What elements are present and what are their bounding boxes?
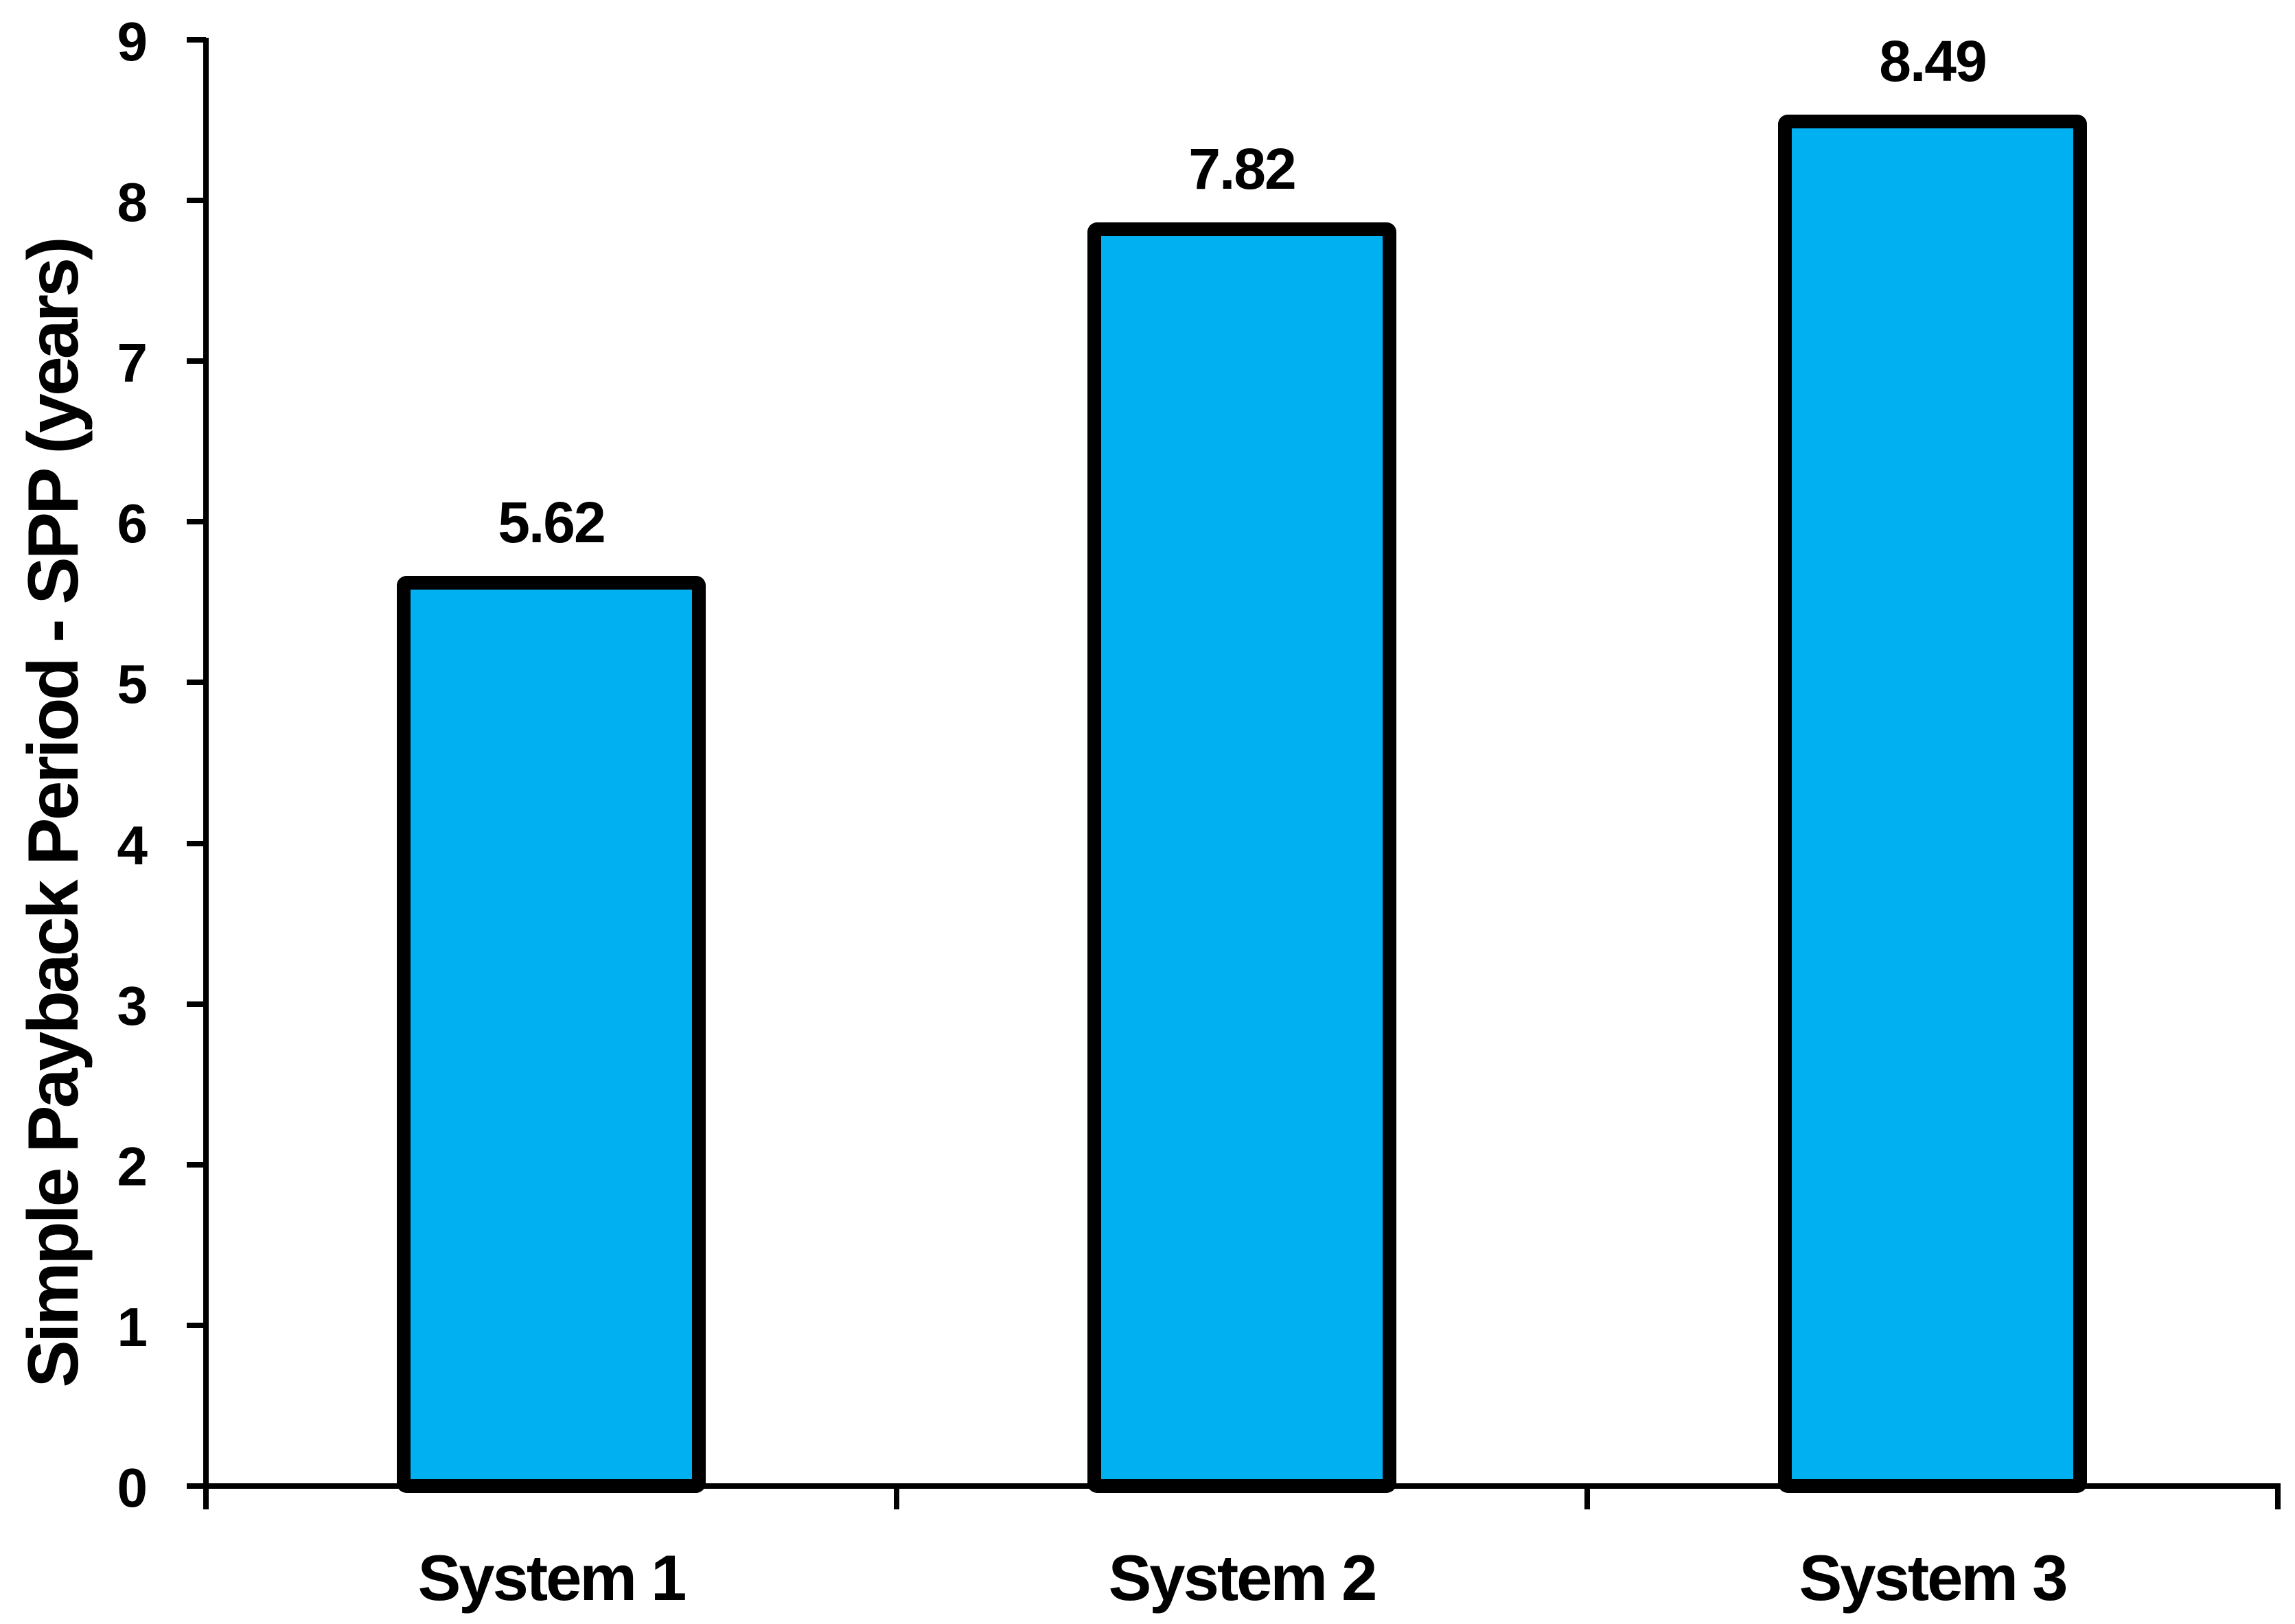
y-axis-tick — [187, 1001, 206, 1007]
y-axis-tick — [187, 840, 206, 846]
x-category-label: System 1 — [417, 1542, 687, 1614]
y-tick-label: 2 — [117, 1135, 148, 1197]
y-axis-tick — [187, 1322, 206, 1328]
y-tick-label: 7 — [117, 332, 148, 394]
y-axis-line — [203, 38, 209, 1489]
x-category-label: System 3 — [1799, 1542, 2068, 1614]
y-tick-label: 4 — [117, 814, 148, 876]
y-tick-label: 5 — [117, 653, 148, 715]
y-tick-label: 1 — [117, 1296, 148, 1358]
x-axis-tick — [203, 1486, 209, 1509]
y-axis-tick — [187, 198, 206, 204]
y-axis-tick — [187, 1483, 206, 1489]
y-tick-label: 9 — [117, 11, 148, 72]
bar-value-label: 8.49 — [1879, 29, 1987, 94]
y-tick-label: 0 — [117, 1457, 148, 1518]
x-axis-tick — [894, 1486, 899, 1509]
y-tick-label: 6 — [117, 493, 148, 555]
bar-value-label: 7.82 — [1188, 137, 1297, 202]
y-tick-label: 8 — [117, 172, 148, 233]
x-axis-tick — [2275, 1486, 2281, 1509]
bar-value-label: 5.62 — [498, 490, 606, 555]
y-axis-tick — [187, 519, 206, 525]
y-axis-tick — [187, 358, 206, 364]
y-axis-tick — [187, 680, 206, 686]
x-category-label: System 2 — [1108, 1542, 1378, 1614]
bar-system-2 — [1087, 222, 1396, 1493]
bar-system-3 — [1778, 115, 2087, 1493]
y-axis-title: Simple Payback Period - SPP (years) — [14, 239, 93, 1388]
y-axis-tick — [187, 37, 206, 43]
bar-system-1 — [397, 576, 706, 1493]
y-axis-tick — [187, 1161, 206, 1168]
x-axis-tick — [1584, 1486, 1590, 1509]
y-tick-label: 3 — [117, 975, 148, 1036]
